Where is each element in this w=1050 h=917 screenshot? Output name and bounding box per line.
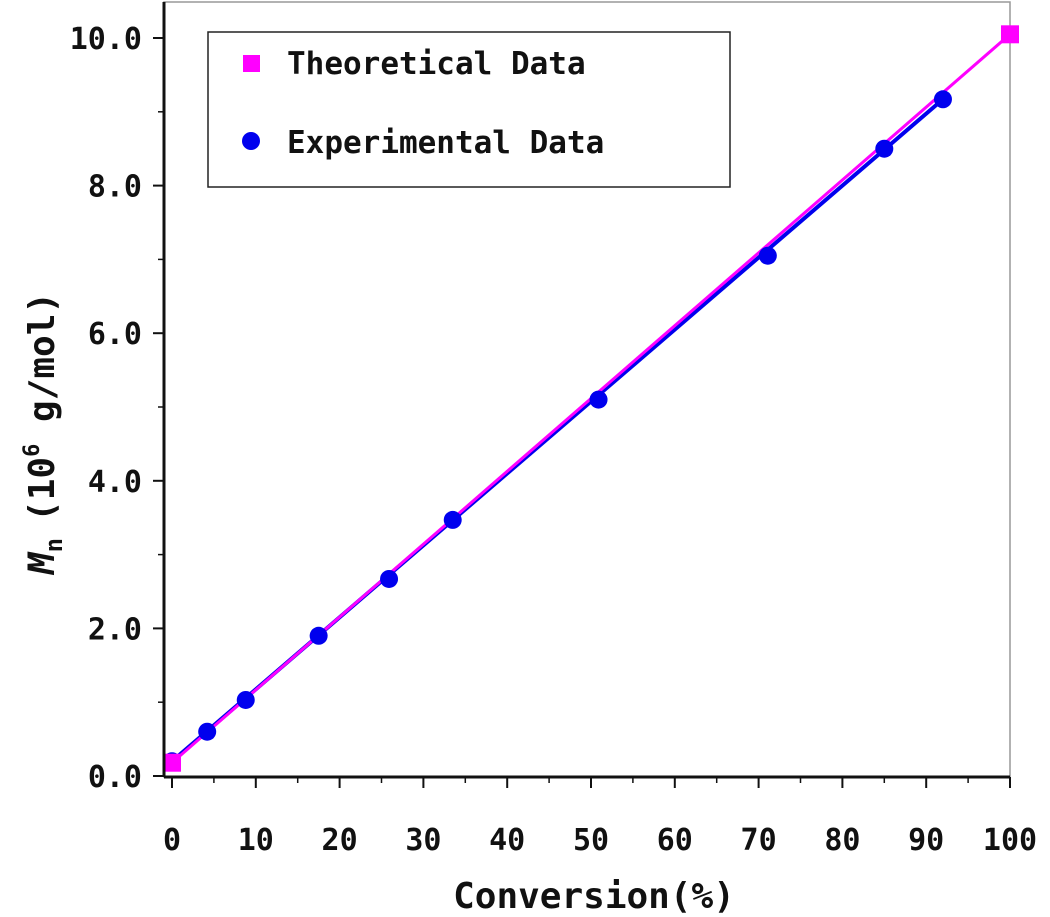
experimental-data-point — [875, 139, 894, 158]
theoretical-data-point — [163, 753, 181, 772]
y-tick-label: 0.0 — [88, 760, 142, 795]
experimental-data-point — [198, 722, 217, 741]
x-tick-label: 60 — [657, 823, 693, 858]
x-tick-label: 50 — [573, 823, 609, 858]
chart-marks — [163, 25, 1019, 772]
y-axis: 0.0 2.0 4.0 6.0 8.0 10.0 — [70, 2, 166, 795]
legend-marker-theoretical — [243, 55, 260, 72]
legend: Theoretical Data Experimental Data — [207, 31, 731, 188]
theoretical-data-point — [1001, 25, 1019, 44]
y-axis-open: (10 — [22, 457, 63, 522]
y-tick-label: 8.0 — [88, 170, 142, 205]
x-axis-title: Conversion(%) — [453, 876, 735, 917]
experimental-data-point — [933, 90, 952, 109]
x-tick-label: 30 — [405, 823, 441, 858]
y-tick-label: 6.0 — [88, 317, 142, 352]
experimental-data-point — [309, 626, 328, 645]
y-axis-title: Mn (106 g/mol) — [20, 292, 68, 575]
experimental-data-point — [236, 690, 255, 709]
legend-label-experimental: Experimental Data — [287, 125, 604, 161]
x-tick-label: 80 — [824, 823, 860, 858]
y-axis-subscript: n — [40, 538, 68, 552]
experimental-data-point — [589, 390, 608, 409]
y-axis-symbol: M — [22, 551, 63, 575]
y-tick-label: 10.0 — [70, 22, 142, 57]
legend-label-theoretical: Theoretical Data — [287, 46, 586, 82]
x-tick-label: 70 — [741, 823, 777, 858]
x-tick-label: 0 — [163, 823, 181, 858]
legend-box — [207, 31, 731, 188]
x-tick-label: 40 — [489, 823, 525, 858]
legend-marker-experimental — [242, 132, 260, 150]
x-tick-label: 100 — [983, 823, 1037, 858]
y-axis-exponent: 6 — [20, 444, 45, 457]
y-axis-unit: g/mol) — [22, 292, 63, 444]
x-tick-label: 90 — [908, 823, 944, 858]
y-tick-label: 2.0 — [88, 612, 142, 647]
experimental-data-point — [758, 246, 777, 265]
experimental-data-point — [380, 569, 399, 588]
y-tick-label: 4.0 — [88, 465, 142, 500]
x-axis: 0 10 20 30 40 50 60 70 80 90 100 — [163, 775, 1037, 858]
x-tick-label: 20 — [322, 823, 358, 858]
experimental-data-point — [443, 510, 462, 529]
x-tick-label: 10 — [238, 823, 274, 858]
